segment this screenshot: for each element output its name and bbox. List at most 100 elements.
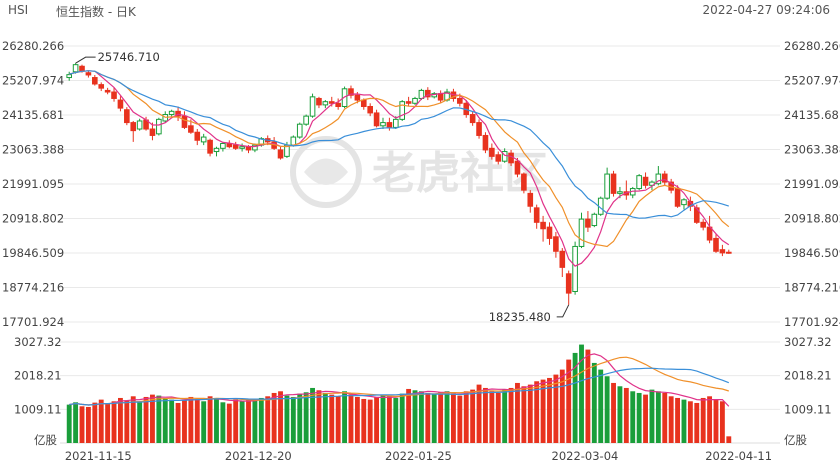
volume-bar [214, 397, 219, 443]
candle-body-down [469, 114, 476, 124]
candle-body-down [725, 251, 732, 254]
volume-bar [290, 396, 296, 443]
volume-bar [150, 394, 155, 443]
volume-bar [162, 397, 168, 443]
volume-bar [450, 393, 456, 443]
candle [239, 143, 245, 152]
watermark-logo-mark [304, 158, 348, 185]
volume-bar [66, 404, 72, 443]
volume-bar [124, 400, 130, 443]
date-tick-label: 2022-01-25 [385, 449, 452, 463]
volume-bar [361, 398, 367, 443]
high-annotation-label: 25746.710 [98, 50, 160, 64]
price-axis-left: 26280.266 25207.974 24135.681 23063.388 2199… [2, 39, 64, 329]
volume-unit-label-right: 亿股 [784, 433, 807, 447]
candle [335, 98, 341, 110]
volume-bar [303, 392, 309, 443]
candle [700, 219, 706, 231]
candle [521, 172, 527, 194]
volume-bar [559, 369, 565, 443]
candle [386, 117, 393, 131]
candle [200, 133, 207, 146]
low-annotation-label: 18235.480 [489, 310, 551, 324]
candle-body-up [501, 151, 508, 162]
volume-bar [438, 392, 444, 443]
candle [296, 122, 303, 139]
volume-bar [572, 352, 578, 443]
candle [226, 140, 233, 149]
watermark: 老虎社区 [290, 136, 548, 208]
low-annotation-leader [556, 304, 570, 318]
price-tick-label-left: 18774.216 [2, 281, 64, 295]
candle-body-down [277, 149, 284, 159]
candle [591, 212, 598, 228]
price-tick-label-right: 21991.095 [784, 177, 840, 191]
date-axis: 2021-11-15 2021-12-20 2022-01-25 2022-03-04… [65, 449, 772, 463]
candle-body-up [220, 142, 226, 149]
price-tick-label-right: 25207.974 [784, 73, 840, 87]
candle-body-up [636, 175, 642, 190]
price-tick-label-right: 19846.509 [784, 246, 840, 260]
candle-body-down [425, 89, 431, 98]
candle [373, 109, 380, 128]
candle [514, 157, 521, 178]
volume-bar [117, 397, 123, 443]
candle [322, 100, 329, 109]
candle-body-up [322, 101, 329, 106]
volume-bar [105, 403, 111, 443]
candle [572, 241, 578, 295]
candle [661, 170, 668, 186]
volume-bar [463, 391, 469, 443]
candle-body-down [328, 101, 335, 104]
volume-bar [98, 399, 104, 443]
volume-bar [630, 391, 636, 443]
candle [437, 90, 444, 104]
price-tick-label-right: 20918.802 [784, 212, 840, 226]
candle-body-down [124, 109, 130, 124]
candle-body-down [130, 122, 137, 132]
candle-body-down [316, 97, 322, 106]
candle-body-down [373, 112, 380, 127]
candle-body-up [200, 136, 207, 143]
candle [412, 96, 418, 105]
candle-body-down [585, 218, 591, 228]
volume-bar [252, 400, 258, 443]
volume-bar [322, 392, 328, 443]
candle-body-down [437, 93, 444, 101]
price-tick-label-left: 19846.509 [2, 246, 64, 260]
volume-bar [156, 395, 162, 443]
volume-bar [374, 396, 380, 443]
candle-body-down [405, 101, 412, 104]
candle-body-up [604, 173, 610, 199]
volume-bar [143, 396, 149, 443]
date-tick-label: 2022-03-04 [552, 449, 619, 463]
volume-bar [502, 389, 508, 443]
volume-bar [623, 387, 629, 443]
candle-body-down [79, 65, 85, 71]
volume-bar [643, 394, 648, 443]
candle-body-up [296, 123, 303, 138]
price-tick-label-left: 17701.924 [2, 315, 64, 329]
volume-bar [271, 392, 277, 443]
candle-body-down [540, 221, 546, 230]
watermark-logo-icon [290, 136, 362, 208]
volume-bar [662, 392, 668, 443]
candle [565, 270, 572, 305]
candle-body-up [655, 173, 662, 185]
candle-body-down [207, 139, 213, 154]
candle [136, 118, 143, 131]
candle [220, 141, 226, 152]
volume-bar [284, 395, 290, 443]
volume-bar [483, 387, 488, 443]
watermark-text: 老虎社区 [372, 148, 548, 199]
volume-bar [527, 384, 533, 443]
candle [553, 231, 559, 258]
candle [124, 107, 130, 126]
candle-body-down [508, 152, 514, 164]
volume-bar [354, 396, 360, 443]
candle-body-up [309, 96, 316, 117]
volume-bar [310, 387, 315, 443]
candle [636, 174, 642, 191]
candle [194, 129, 201, 146]
